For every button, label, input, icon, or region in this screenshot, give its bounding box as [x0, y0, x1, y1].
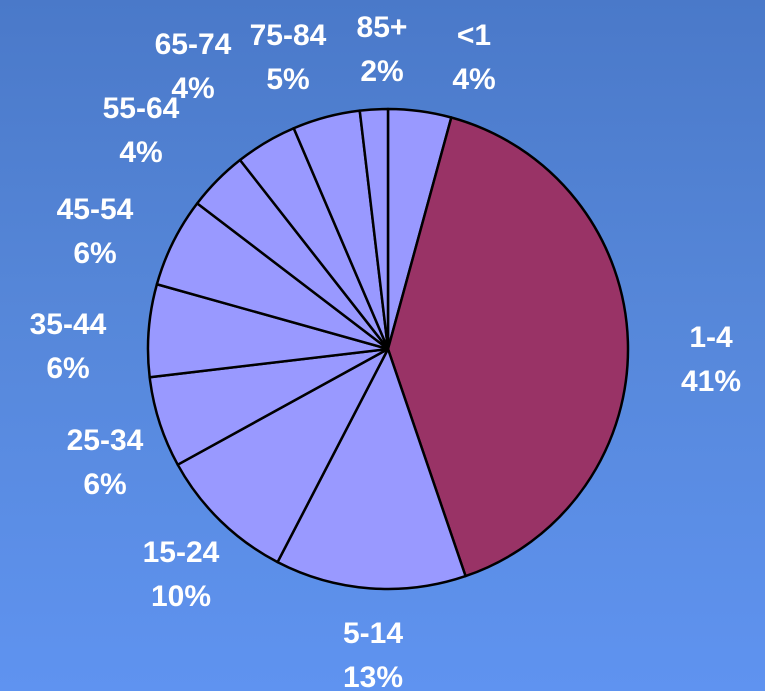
- slice-label-lt1: <1: [457, 19, 491, 52]
- slice-label-15-24: 15-24: [143, 536, 220, 569]
- slice-percent-85plus: 2%: [360, 55, 403, 88]
- slice-percent-1-4: 41%: [681, 365, 741, 398]
- slice-percent-65-74: 4%: [171, 72, 214, 105]
- slice-label-1-4: 1-4: [689, 321, 733, 354]
- slice-label-25-34: 25-34: [67, 424, 144, 457]
- slice-percent-35-44: 6%: [46, 352, 89, 385]
- slice-label-35-44: 35-44: [30, 308, 107, 341]
- slice-label-75-84: 75-84: [250, 19, 327, 52]
- pie-slice-1-4: [386, 116, 630, 578]
- slice-label-85plus: 85+: [357, 11, 408, 44]
- slice-percent-45-54: 6%: [73, 237, 116, 270]
- pie-slice-5-14: [276, 347, 467, 591]
- pie-labels: <1 4% 1-4 41% 5-14 13% 15-24 10% 25-34 6% 35-44 6% 4…: [30, 11, 741, 691]
- pie-slice-85plus: [358, 107, 390, 351]
- slice-label-55-64: 55-64: [103, 92, 180, 125]
- slice-percent-75-84: 5%: [266, 63, 309, 96]
- slice-label-45-54: 45-54: [57, 193, 134, 226]
- slice-percent-15-24: 10%: [151, 580, 211, 613]
- slice-label-5-14: 5-14: [343, 617, 403, 650]
- slice-label-65-74: 65-74: [155, 28, 232, 61]
- pie-slices: [146, 107, 630, 591]
- slice-percent-lt1: 4%: [452, 63, 495, 96]
- pie-slice-15-24: [176, 347, 390, 564]
- slice-percent-55-64: 4%: [119, 136, 162, 169]
- slice-percent-25-34: 6%: [83, 468, 126, 501]
- slice-percent-5-14: 13%: [343, 661, 403, 691]
